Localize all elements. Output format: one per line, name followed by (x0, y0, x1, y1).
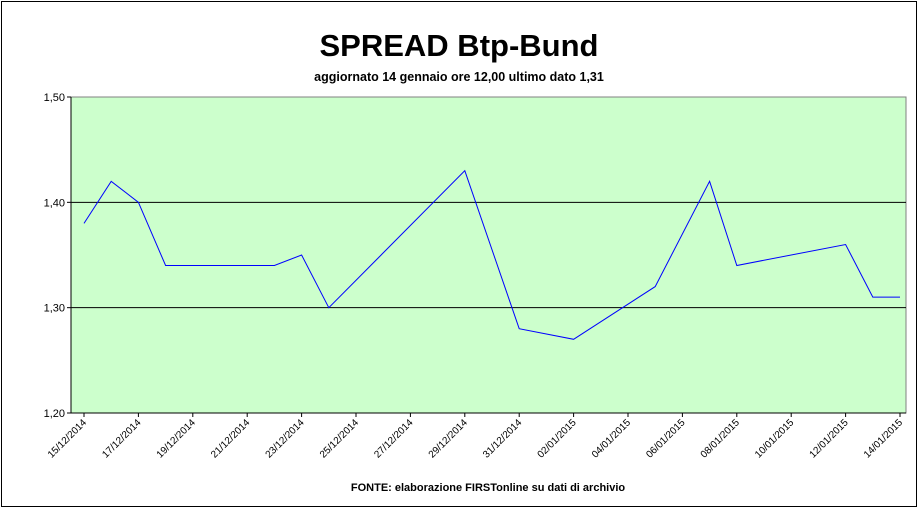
x-tick-label: 12/01/2015 (808, 417, 851, 460)
x-tick-label: 21/12/2014 (209, 417, 252, 460)
x-tick-label: 25/12/2014 (318, 417, 361, 460)
x-tick-label: 04/01/2015 (590, 417, 633, 460)
x-tick-label: 31/12/2014 (481, 417, 524, 460)
chart-subtitle: aggiornato 14 gennaio ore 12,00 ultimo d… (314, 70, 604, 84)
x-tick-label: 27/12/2014 (372, 417, 415, 460)
plot-area (70, 96, 907, 414)
y-tick-label: 1,40 (44, 197, 65, 209)
x-tick-label: 10/01/2015 (753, 417, 796, 460)
gridlines (71, 201, 906, 309)
x-tick-label: 02/01/2015 (536, 417, 579, 460)
x-tick-label: 19/12/2014 (155, 417, 198, 460)
chart-title: SPREAD Btp-Bund (320, 28, 599, 63)
x-tick-label: 29/12/2014 (427, 417, 470, 460)
y-axis: 1,20 1,30 1,40 1,50 (44, 92, 72, 420)
y-tick-label: 1,30 (44, 303, 65, 315)
y-tick-label: 1,20 (44, 408, 65, 420)
x-tick-label: 23/12/2014 (264, 417, 307, 460)
x-tick-label: 06/01/2015 (644, 417, 687, 460)
y-tick-label: 1,50 (44, 92, 65, 104)
x-axis: 15/12/2014 17/12/2014 19/12/2014 21/12/2014… (46, 412, 906, 461)
source-note: FONTE: elaborazione FIRSTonline su dati … (351, 482, 625, 494)
series-line (83, 169, 900, 340)
x-tick-label: 17/12/2014 (100, 417, 143, 460)
x-tick-label: 15/12/2014 (46, 417, 89, 460)
x-tick-label: 14/01/2015 (862, 417, 905, 460)
x-tick-label: 08/01/2015 (699, 417, 742, 460)
